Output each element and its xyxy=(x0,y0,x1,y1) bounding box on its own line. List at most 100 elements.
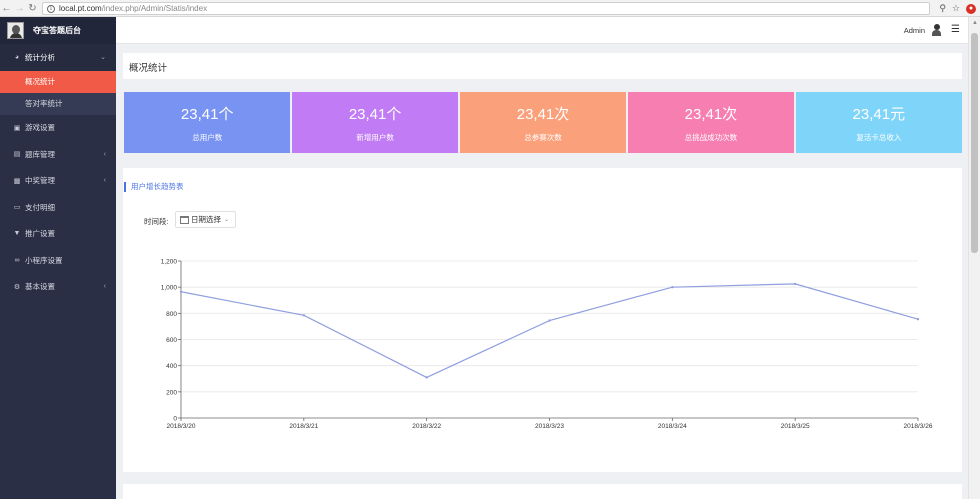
scrollbar-thumb[interactable] xyxy=(971,33,978,253)
line-chart: 0 200 400 600 800 1,000 1,200 2018/3/20 2018/3/2… xyxy=(161,259,933,431)
scrollbar[interactable]: ▲ xyxy=(968,17,980,499)
sidebar-subitem-label: 概况统计 xyxy=(25,77,55,86)
y-tick-label: 0 xyxy=(173,416,177,423)
y-tick-label: 400 xyxy=(166,363,177,370)
browser-toolbar: ← → ↻ i local.pt.com/index.php/Admin/Sta… xyxy=(0,0,980,17)
sidebar-item-label: 游戏设置 xyxy=(25,123,55,133)
stat-cards: 23,41个 总用户数 23,41个 新增用户数 23,41次 总参赛次数 23… xyxy=(124,92,963,153)
chevron-down-icon: ⌄ xyxy=(224,217,230,223)
gift-icon: ▩ xyxy=(13,177,21,185)
gamepad-icon: ▣ xyxy=(13,124,21,132)
gear-icon: ⚙ xyxy=(13,283,21,291)
data-point xyxy=(916,318,920,321)
sidebar: 夺宝答题后台 ◕ 统计分析 ⌄ 概况统计 答对率统计 ▣ 游戏设置 ▤ 题库管理… xyxy=(0,17,116,499)
data-point xyxy=(671,285,674,289)
y-tick-label: 600 xyxy=(166,337,177,344)
chevron-left-icon: ‹ xyxy=(103,177,106,185)
brand-name: 夺宝答题后台 xyxy=(33,26,81,35)
stat-value: 23,41个 xyxy=(348,105,402,123)
time-range-label: 时间段: xyxy=(144,217,169,226)
list-icon: ▤ xyxy=(13,151,21,159)
data-point xyxy=(179,290,183,293)
sidebar-subitem-overview[interactable]: 概况统计 xyxy=(0,70,116,93)
sidebar-item-game-settings[interactable]: ▣ 游戏设置 xyxy=(0,115,116,142)
x-tick-label: 2018/3/23 xyxy=(535,423,564,430)
stat-value: 23,41个 xyxy=(180,105,234,123)
info-icon[interactable]: i xyxy=(47,4,55,13)
series-line xyxy=(180,283,919,379)
x-tick-label: 2018/3/25 xyxy=(781,423,810,430)
sidebar-item-label: 支付明细 xyxy=(25,202,55,212)
top-header: Admin ☰ xyxy=(116,17,968,44)
key-icon[interactable]: ⚲ xyxy=(939,3,946,13)
x-tick-label: 2018/3/20 xyxy=(167,423,196,430)
stat-card-total-wins: 23,41次 总挑战成功次数 xyxy=(627,92,795,153)
stat-label: 新增用户数 xyxy=(356,132,394,142)
chevron-down-icon: ⌄ xyxy=(100,54,106,62)
scroll-up-icon[interactable]: ▲ xyxy=(972,20,978,26)
date-picker[interactable]: 日期选择 ⌄ xyxy=(175,211,236,228)
url-path: /index.php/Admin/Statis/index xyxy=(101,4,208,13)
x-tick-label: 2018/3/26 xyxy=(904,423,933,430)
link-icon: ∞ xyxy=(14,256,20,264)
sidebar-item-promotion[interactable]: ▼ 推广设置 xyxy=(0,221,116,248)
sidebar-item-payment-details[interactable]: ▭ 支付明细 xyxy=(0,194,116,221)
stat-card-revive-income: 23,41元 复活卡总收入 xyxy=(795,92,963,153)
data-point xyxy=(425,376,428,379)
brand-logo xyxy=(7,22,24,39)
stat-value: 23,41次 xyxy=(684,105,738,123)
next-card xyxy=(123,484,962,499)
stat-card-total-users: 23,41个 总用户数 xyxy=(124,92,291,153)
avatar[interactable] xyxy=(931,24,942,37)
chevron-left-icon: ‹ xyxy=(103,150,106,158)
sidebar-subitem-accuracy[interactable]: 答对率统计 xyxy=(0,92,116,115)
sidebar-item-label: 统计分析 xyxy=(25,52,55,62)
brand[interactable]: 夺宝答题后台 xyxy=(0,17,116,44)
bullhorn-icon: ▼ xyxy=(13,230,21,238)
stat-value: 23,41次 xyxy=(516,105,570,123)
sidebar-item-label: 中奖管理 xyxy=(25,176,55,186)
calendar-icon xyxy=(180,215,189,224)
data-point xyxy=(302,314,306,317)
x-tick-label: 2018/3/21 xyxy=(289,423,318,430)
y-tick-label: 1,000 xyxy=(161,285,178,292)
sidebar-subitem-label: 答对率统计 xyxy=(25,99,63,108)
chevron-left-icon: ‹ xyxy=(103,283,106,291)
sidebar-item-label: 小程序设置 xyxy=(25,255,63,265)
data-point xyxy=(793,282,797,286)
y-tick-label: 200 xyxy=(166,389,177,396)
y-tick-label: 1,200 xyxy=(161,259,178,266)
stat-card-total-entries: 23,41次 总参赛次数 xyxy=(459,92,627,153)
back-icon[interactable]: ← xyxy=(1,2,12,14)
forward-icon[interactable]: → xyxy=(14,2,25,14)
credit-card-icon: ▭ xyxy=(13,204,21,212)
stat-card-new-users: 23,41个 新增用户数 xyxy=(291,92,459,153)
stat-label: 总挑战成功次数 xyxy=(684,132,738,142)
stat-value: 23,41元 xyxy=(852,105,906,123)
date-picker-label: 日期选择 xyxy=(191,215,221,224)
sidebar-item-question-bank[interactable]: ▤ 题库管理 ‹ xyxy=(0,141,116,168)
sidebar-item-statistics[interactable]: ◕ 统计分析 ⌄ xyxy=(0,44,116,71)
url-host: local.pt.com xyxy=(59,4,102,13)
sidebar-item-miniprogram[interactable]: ∞ 小程序设置 xyxy=(0,247,116,274)
x-tick-label: 2018/3/22 xyxy=(412,423,441,430)
data-point xyxy=(548,319,551,322)
user-name[interactable]: Admin xyxy=(903,26,925,35)
reload-icon[interactable]: ↻ xyxy=(28,2,37,14)
menu-icon[interactable]: ☰ xyxy=(951,24,960,35)
stat-label: 复活卡总收入 xyxy=(856,132,902,142)
sidebar-item-prize-management[interactable]: ▩ 中奖管理 ‹ xyxy=(0,168,116,195)
sidebar-item-label: 推广设置 xyxy=(25,229,55,239)
page-title: 概况统计 xyxy=(129,63,168,74)
extension-icon[interactable]: ● xyxy=(966,3,976,14)
page-title-card: 概况统计 xyxy=(123,53,962,79)
sidebar-item-basic-settings[interactable]: ⚙ 基本设置 ‹ xyxy=(0,274,116,301)
address-bar[interactable]: i local.pt.com/index.php/Admin/Statis/in… xyxy=(42,2,930,15)
sidebar-item-label: 基本设置 xyxy=(25,282,55,292)
pie-chart-icon: ◕ xyxy=(14,53,20,61)
star-icon[interactable]: ☆ xyxy=(951,3,960,13)
section-title: 用户增长趋势表 xyxy=(124,182,184,192)
chart-card: 用户增长趋势表 时间段: 日期选择 ⌄ 0 200 400 600 800 1,000 1,… xyxy=(123,168,962,472)
x-tick-label: 2018/3/24 xyxy=(658,423,687,430)
stat-label: 总用户数 xyxy=(192,132,223,142)
